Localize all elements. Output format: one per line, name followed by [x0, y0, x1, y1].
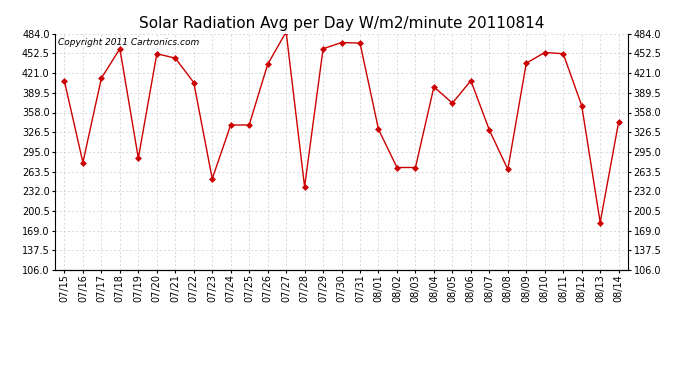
Title: Solar Radiation Avg per Day W/m2/minute 20110814: Solar Radiation Avg per Day W/m2/minute … [139, 16, 544, 31]
Text: Copyright 2011 Cartronics.com: Copyright 2011 Cartronics.com [58, 39, 199, 48]
